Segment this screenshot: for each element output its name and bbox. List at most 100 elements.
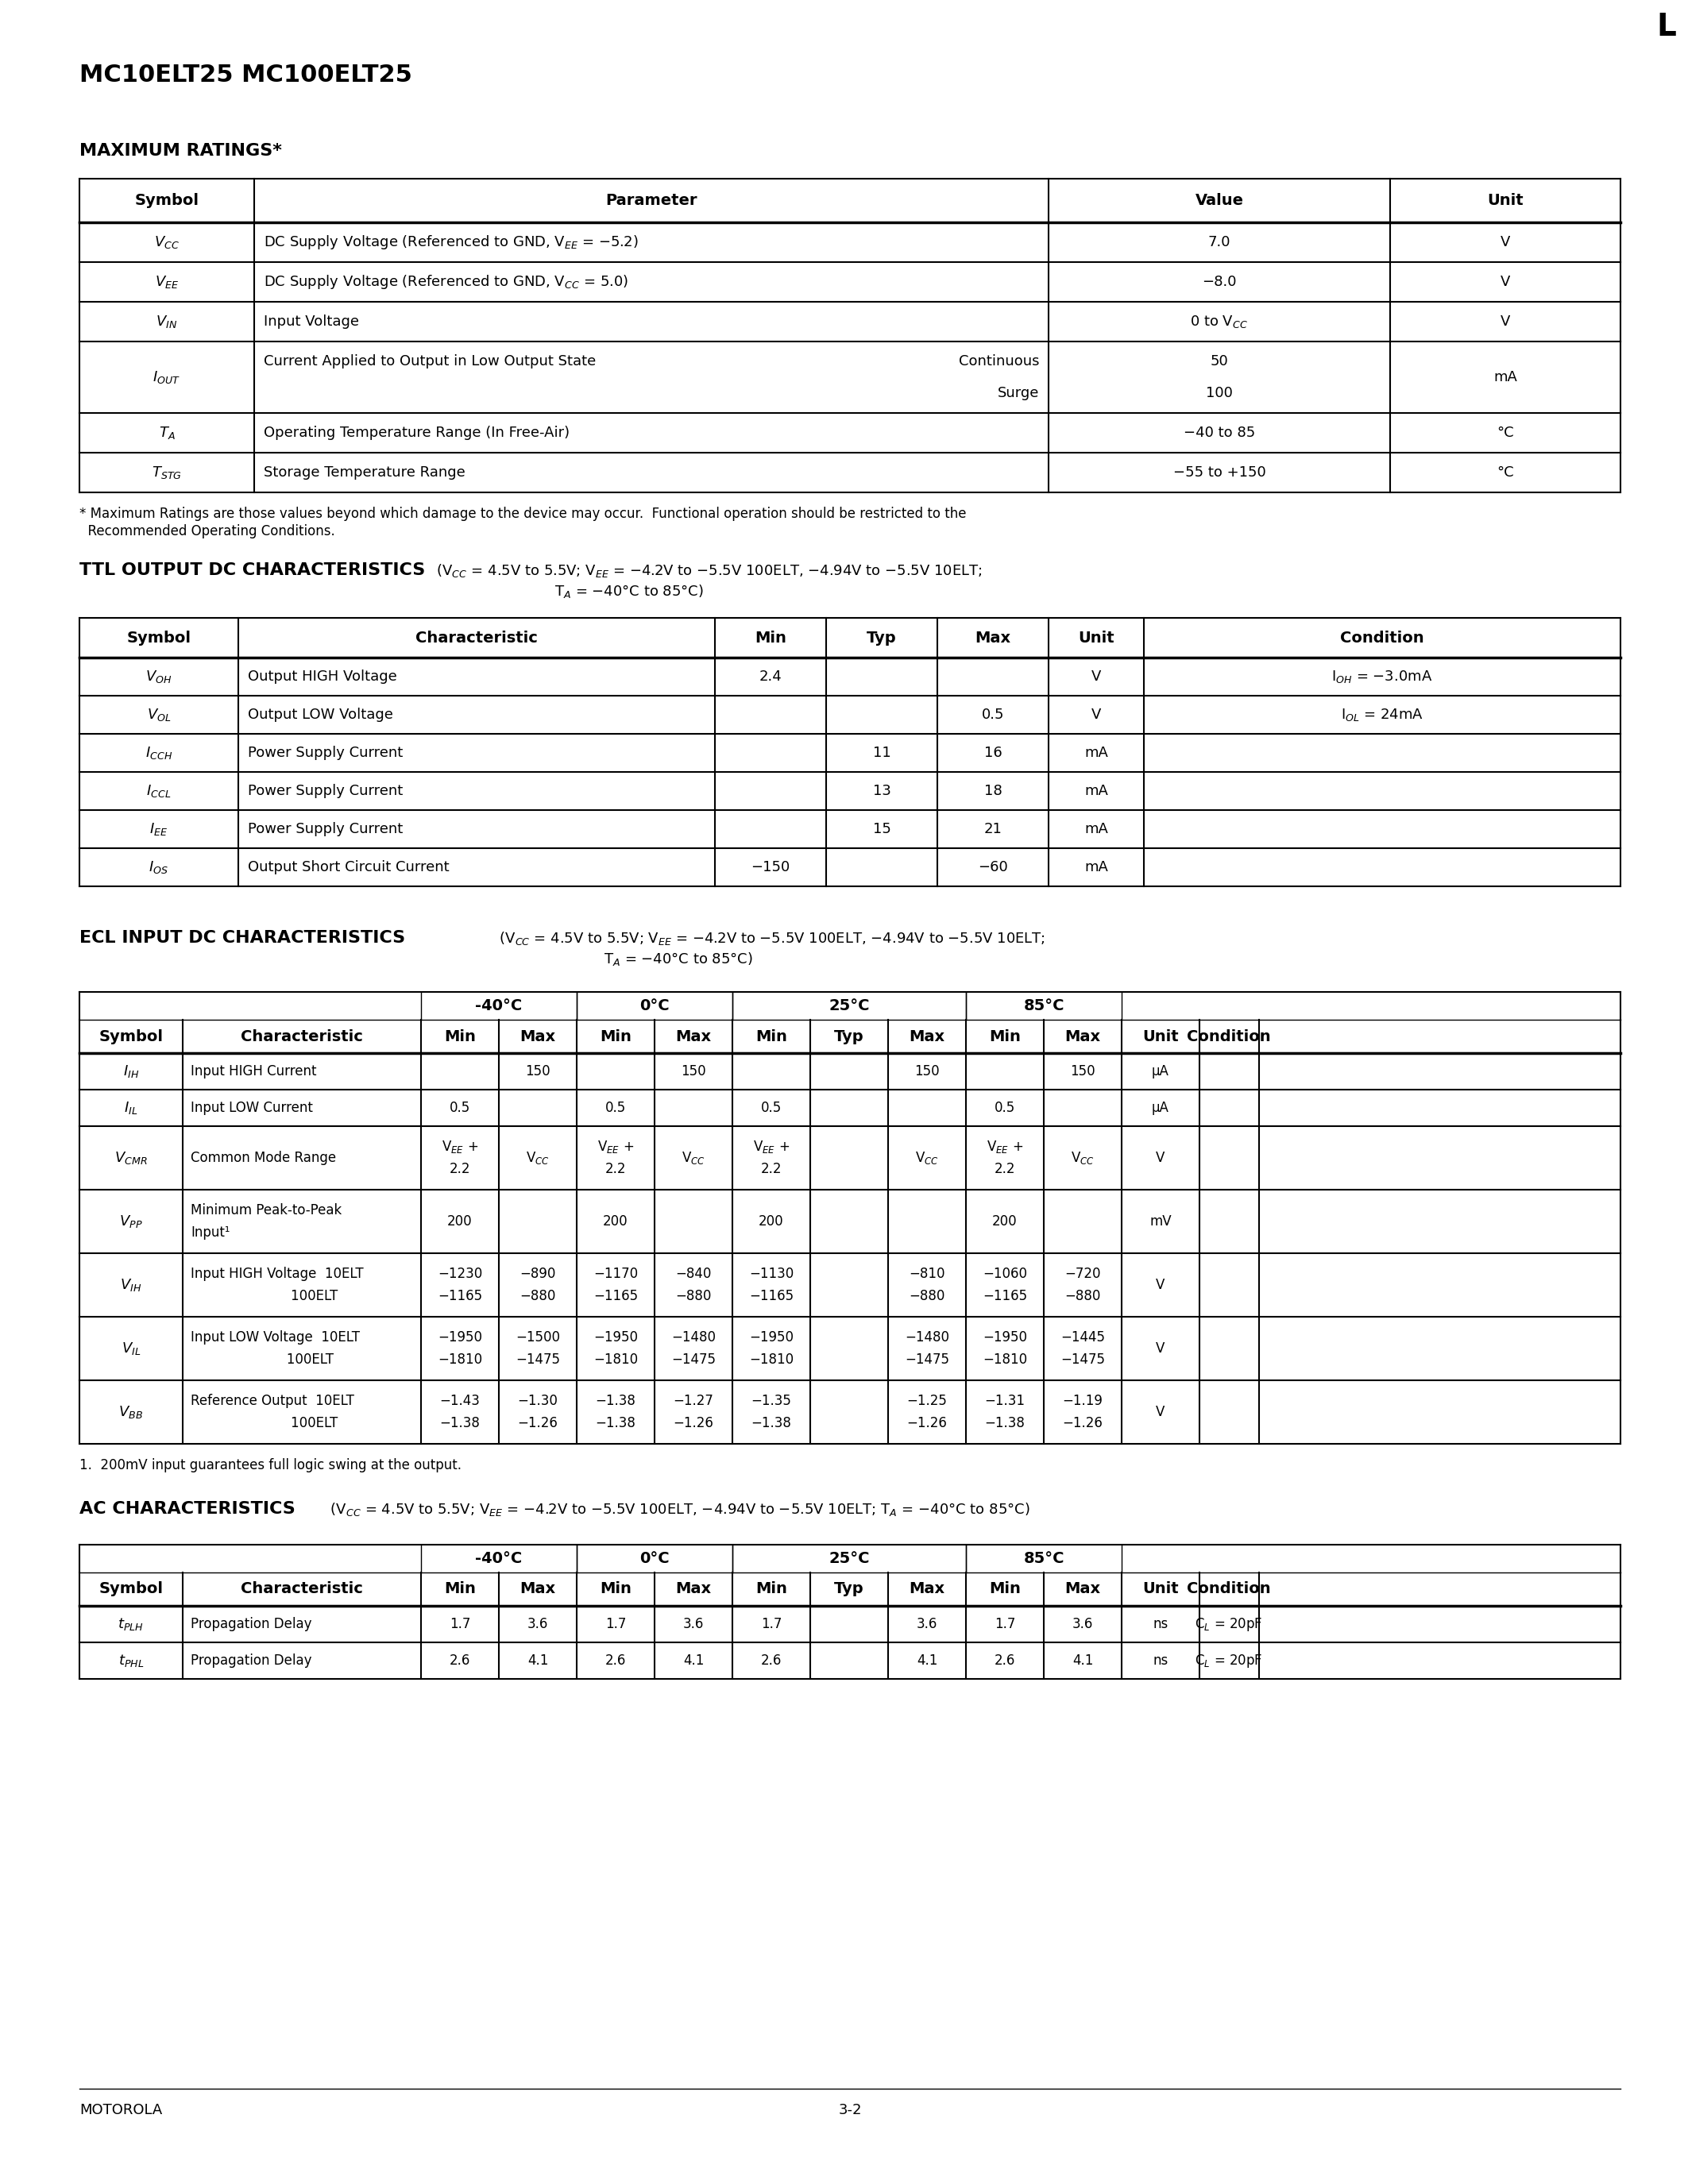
Text: −1.35: −1.35 [751,1393,792,1409]
Text: −1.38: −1.38 [596,1415,636,1431]
Text: Surge: Surge [998,387,1040,400]
Text: L: L [1656,11,1676,41]
Text: Power Supply Current: Power Supply Current [248,821,403,836]
Text: AC CHARACTERISTICS: AC CHARACTERISTICS [79,1500,295,1518]
Text: (V$_{CC}$ = 4.5V to 5.5V; V$_{EE}$ = −4.2V to −5.5V 100ELT, −4.94V to −5.5V 10EL: (V$_{CC}$ = 4.5V to 5.5V; V$_{EE}$ = −4.… [326,1500,1030,1518]
Text: 11: 11 [873,745,891,760]
Text: −1.38: −1.38 [751,1415,792,1431]
Text: V$_{EE}$ +: V$_{EE}$ + [986,1140,1023,1155]
Text: 0.5: 0.5 [982,708,1004,723]
Text: 200: 200 [447,1214,473,1230]
Text: Output Short Circuit Current: Output Short Circuit Current [248,860,449,874]
Text: −1.30: −1.30 [518,1393,559,1409]
Text: V$_{CC}$: V$_{CC}$ [154,234,179,251]
Text: Max: Max [675,1029,711,1044]
Text: DC Supply Voltage (Referenced to GND, V$_{CC}$ = 5.0): DC Supply Voltage (Referenced to GND, V$… [263,273,628,290]
Text: −1445: −1445 [1060,1330,1106,1345]
Text: −1810: −1810 [594,1352,638,1367]
Text: Characteristic: Characteristic [241,1581,363,1597]
Text: 4.1: 4.1 [917,1653,937,1669]
Text: V: V [1090,670,1101,684]
Text: MC10ELT25 MC100ELT25: MC10ELT25 MC100ELT25 [79,63,412,87]
Text: V$_{CC}$: V$_{CC}$ [527,1151,550,1166]
Text: 16: 16 [984,745,1003,760]
Text: 7.0: 7.0 [1209,236,1231,249]
Text: Min: Min [989,1029,1021,1044]
Text: 50: 50 [1210,354,1229,369]
Text: 85°C: 85°C [1023,1551,1063,1566]
Text: 85°C: 85°C [1023,998,1063,1013]
Text: Power Supply Current: Power Supply Current [248,745,403,760]
Text: V: V [1156,1341,1165,1356]
Text: V: V [1156,1278,1165,1293]
Text: −880: −880 [1065,1289,1101,1304]
Text: t$_{PLH}$: t$_{PLH}$ [118,1616,143,1631]
Text: Unit: Unit [1143,1581,1178,1597]
Text: Parameter: Parameter [606,192,697,207]
Text: Propagation Delay: Propagation Delay [191,1616,312,1631]
Text: Value: Value [1195,192,1244,207]
Text: −1950: −1950 [982,1330,1026,1345]
Text: I$_{OH}$ = −3.0mA: I$_{OH}$ = −3.0mA [1332,668,1433,684]
Text: −1475: −1475 [515,1352,560,1367]
Text: −1.38: −1.38 [984,1415,1025,1431]
Text: Output LOW Voltage: Output LOW Voltage [248,708,393,723]
Text: Max: Max [910,1029,945,1044]
Text: V$_{EE}$: V$_{EE}$ [155,273,179,290]
Text: 0.5: 0.5 [761,1101,782,1116]
Text: 1.7: 1.7 [449,1616,471,1631]
Text: Symbol: Symbol [100,1029,164,1044]
Text: 3-2: 3-2 [839,2103,861,2116]
Text: V$_{OH}$: V$_{OH}$ [145,668,172,684]
Text: 200: 200 [993,1214,1018,1230]
Text: Common Mode Range: Common Mode Range [191,1151,336,1164]
Text: Min: Min [756,1581,787,1597]
Text: −150: −150 [751,860,790,874]
Text: 2.2: 2.2 [761,1162,782,1175]
Text: 3.6: 3.6 [684,1616,704,1631]
Text: 21: 21 [984,821,1003,836]
Text: mA: mA [1494,369,1518,384]
Text: ns: ns [1153,1653,1168,1669]
Text: I$_{CCL}$: I$_{CCL}$ [147,784,170,799]
Text: mA: mA [1084,860,1107,874]
Text: Min: Min [599,1581,631,1597]
Text: Typ: Typ [868,631,896,644]
Text: Unit: Unit [1143,1029,1178,1044]
Text: Max: Max [976,631,1011,644]
Text: °C: °C [1497,426,1514,439]
Text: 13: 13 [873,784,891,797]
Text: V$_{CC}$: V$_{CC}$ [915,1151,939,1166]
Text: −1810: −1810 [982,1352,1026,1367]
Text: Max: Max [520,1581,555,1597]
Text: (V$_{CC}$ = 4.5V to 5.5V; V$_{EE}$ = −4.2V to −5.5V 100ELT, −4.94V to −5.5V 10EL: (V$_{CC}$ = 4.5V to 5.5V; V$_{EE}$ = −4.… [476,930,1045,946]
Text: mA: mA [1084,784,1107,797]
Text: Min: Min [444,1581,476,1597]
Text: Current Applied to Output in Low Output State: Current Applied to Output in Low Output … [263,354,596,369]
Text: V$_{OL}$: V$_{OL}$ [147,708,170,723]
Text: Input LOW Voltage  10ELT: Input LOW Voltage 10ELT [191,1330,360,1345]
Text: Reference Output  10ELT: Reference Output 10ELT [191,1393,354,1409]
Text: I$_{OS}$: I$_{OS}$ [149,858,169,876]
Text: -40°C: -40°C [476,998,522,1013]
Text: V: V [1501,314,1511,330]
Text: −880: −880 [908,1289,945,1304]
Text: -40°C: -40°C [476,1551,522,1566]
Text: −1475: −1475 [672,1352,716,1367]
Text: Input Voltage: Input Voltage [263,314,360,330]
Text: Storage Temperature Range: Storage Temperature Range [263,465,466,480]
Text: t$_{PHL}$: t$_{PHL}$ [118,1653,143,1669]
Text: 4.1: 4.1 [527,1653,549,1669]
Text: 200: 200 [760,1214,783,1230]
Text: −1.38: −1.38 [596,1393,636,1409]
Text: * Maximum Ratings are those values beyond which damage to the device may occur. : * Maximum Ratings are those values beyon… [79,507,966,522]
Text: Output HIGH Voltage: Output HIGH Voltage [248,670,397,684]
Text: I$_{EE}$: I$_{EE}$ [150,821,169,836]
Text: Min: Min [444,1029,476,1044]
Text: 0°C: 0°C [640,1551,670,1566]
Text: T$_A$ = −40°C to 85°C): T$_A$ = −40°C to 85°C) [604,950,753,968]
Text: V$_{EE}$ +: V$_{EE}$ + [753,1140,790,1155]
Text: V: V [1156,1151,1165,1164]
Text: Power Supply Current: Power Supply Current [248,784,403,797]
Text: Max: Max [520,1029,555,1044]
